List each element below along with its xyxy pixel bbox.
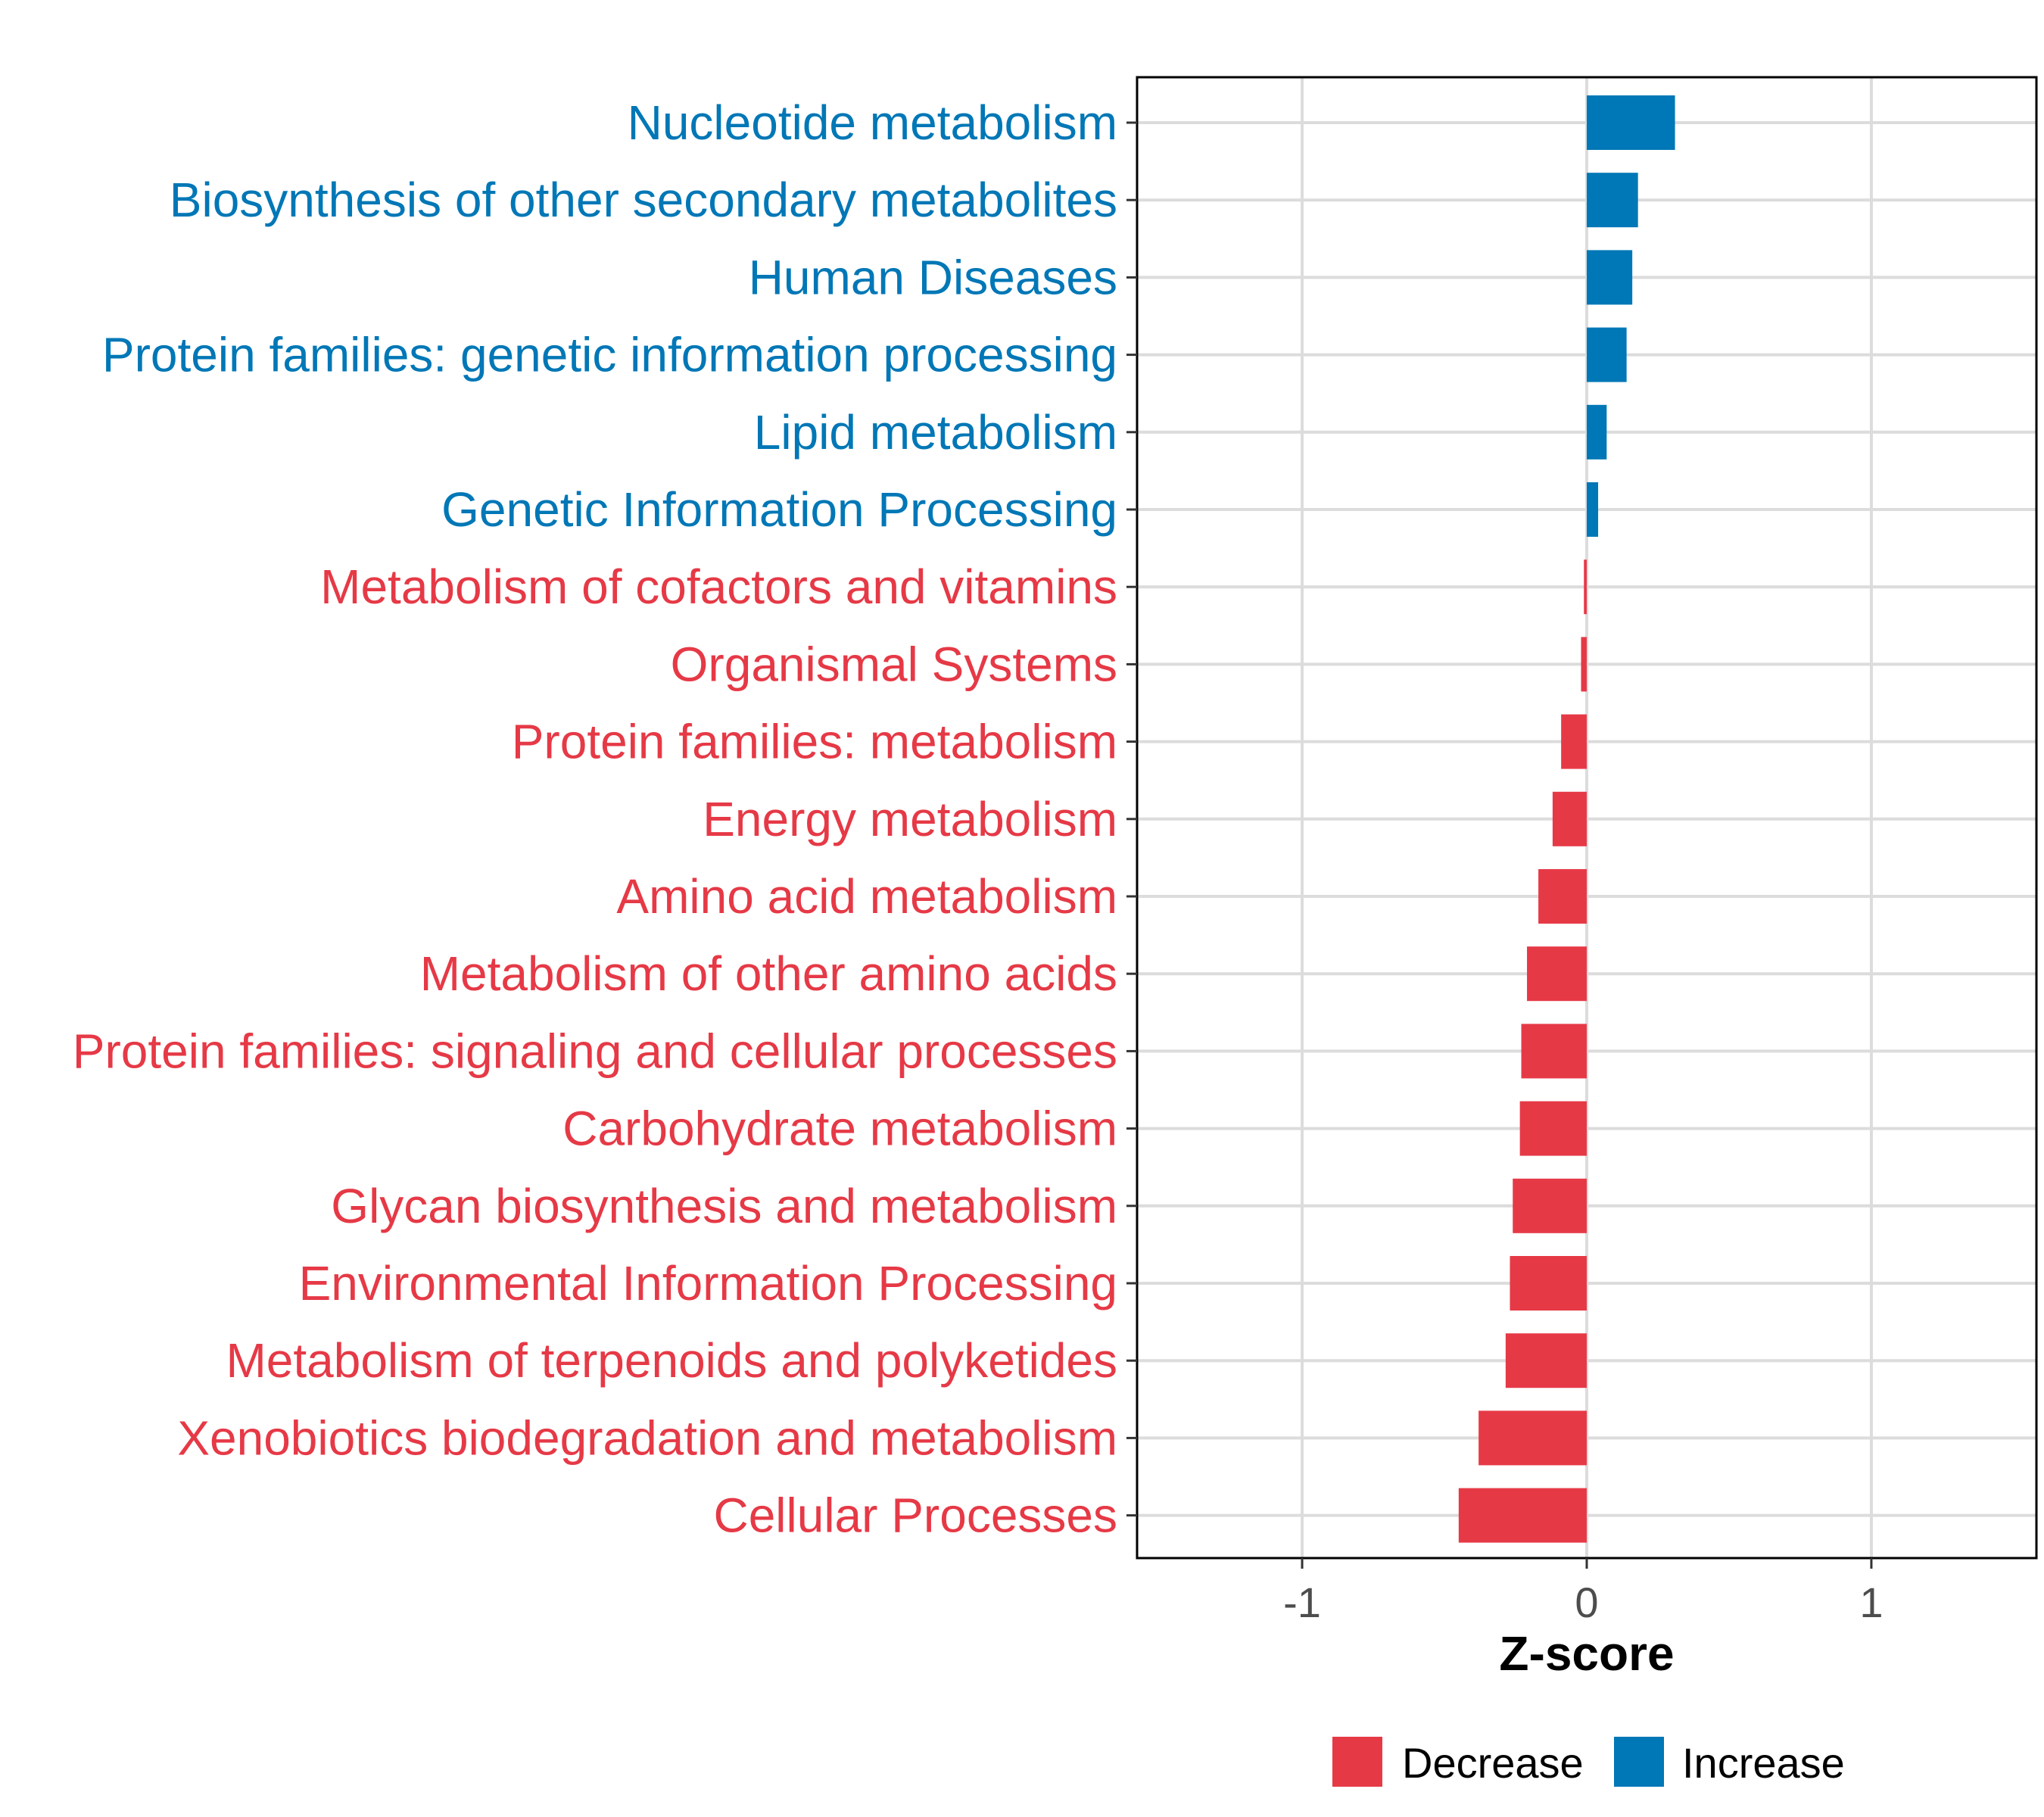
bar [1513, 1178, 1587, 1233]
y-tick-label: Amino acid metabolism [616, 869, 1117, 924]
x-axis-title: Z-score [1499, 1626, 1674, 1681]
x-axis: -1 0 1 [1283, 1558, 1884, 1626]
x-tick-label: 0 [1575, 1579, 1598, 1626]
bar [1552, 791, 1587, 846]
bar [1587, 404, 1607, 460]
y-tick-label: Glycan biosynthesis and metabolism [331, 1179, 1117, 1233]
y-tick-label: Metabolism of cofactors and vitamins [320, 559, 1117, 614]
bar [1587, 95, 1675, 150]
bar [1584, 559, 1587, 615]
legend-item-decrease: Decrease [1332, 1737, 1584, 1787]
y-tick-label: Xenobiotics biodegradation and metabolis… [177, 1410, 1117, 1465]
bar [1587, 250, 1633, 305]
legend: Decrease Increase [1332, 1737, 1845, 1787]
y-tick-label: Energy metabolism [703, 792, 1117, 846]
y-tick-label: Metabolism of terpenoids and polyketides [226, 1333, 1117, 1388]
y-tick-label: Human Diseases [749, 250, 1117, 304]
y-tick-label: Biosynthesis of other secondary metaboli… [170, 173, 1117, 227]
bar [1521, 1024, 1587, 1079]
bar [1587, 327, 1627, 382]
bar [1538, 869, 1587, 924]
y-tick-label: Organismal Systems [671, 637, 1117, 691]
x-tick-label: -1 [1283, 1579, 1321, 1626]
bar [1458, 1488, 1587, 1543]
y-tick-label: Nucleotide metabolism [628, 95, 1117, 150]
y-tick-label: Lipid metabolism [754, 405, 1117, 460]
bar [1581, 637, 1587, 692]
y-tick-label: Protein families: genetic information pr… [102, 328, 1117, 382]
bar [1587, 173, 1638, 228]
x-tick-label: 1 [1859, 1579, 1883, 1626]
bar [1478, 1410, 1587, 1466]
y-tick-label: Cellular Processes [713, 1488, 1117, 1543]
y-tick-label: Carbohydrate metabolism [562, 1102, 1117, 1156]
bar [1527, 946, 1587, 1002]
legend-item-increase: Increase [1614, 1737, 1845, 1787]
y-tick-label: Genetic Information Processing [441, 482, 1117, 537]
bar [1561, 714, 1587, 769]
legend-label: Increase [1682, 1739, 1845, 1787]
y-axis-ticks [1126, 121, 1137, 1517]
y-tick-label: Protein families: metabolism [512, 715, 1117, 769]
legend-label: Decrease [1402, 1739, 1584, 1787]
bar [1510, 1256, 1587, 1311]
bar [1587, 482, 1599, 537]
y-tick-label: Environmental Information Processing [299, 1256, 1117, 1311]
y-tick-label: Protein families: signaling and cellular… [73, 1024, 1117, 1078]
y-axis-labels: Nucleotide metabolism Biosynthesis of oth… [73, 95, 1117, 1543]
bar [1519, 1101, 1587, 1156]
legend-swatch [1332, 1737, 1382, 1787]
y-tick-label: Metabolism of other amino acids [420, 946, 1117, 1001]
bar [1505, 1333, 1587, 1388]
bars [1458, 95, 1675, 1543]
legend-swatch [1614, 1737, 1664, 1787]
